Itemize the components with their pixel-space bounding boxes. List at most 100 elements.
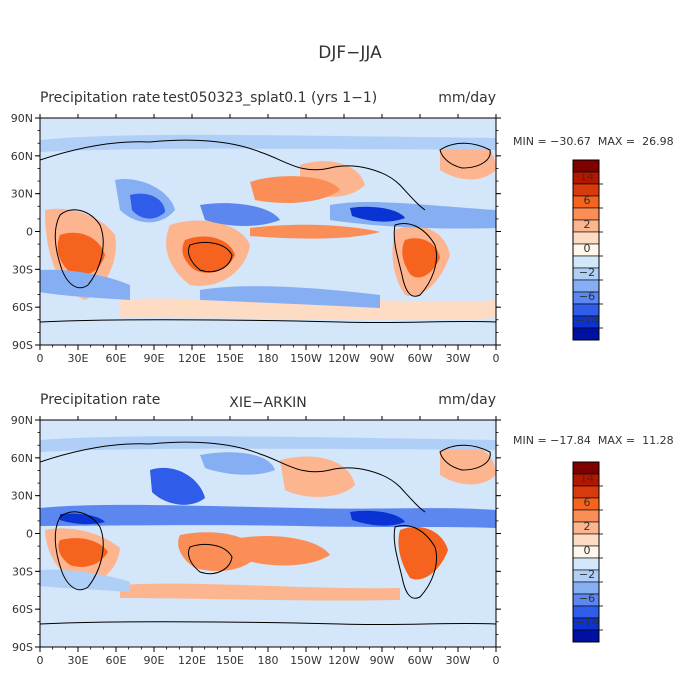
x-tick-label: 90E <box>144 654 165 667</box>
colorbar: 14 6 2 0 −2 −6 −14 <box>572 159 603 341</box>
colorbar-label: 6 <box>584 194 591 207</box>
anomaly-region <box>250 176 340 203</box>
x-tick-label: 0 <box>493 654 500 667</box>
x-tick-label: 180 <box>258 352 279 365</box>
colorbar-swatch <box>572 327 600 341</box>
colorbar-label: −14 <box>575 616 598 629</box>
coastline <box>40 319 496 324</box>
coastline <box>54 209 104 289</box>
colorbar-frame <box>572 159 600 341</box>
x-tick-label: 30W <box>446 352 471 365</box>
y-tick-label: 60N <box>11 150 33 163</box>
x-tick-label: 60E <box>106 654 127 667</box>
anomaly-region <box>402 238 440 278</box>
y-tick-label: 30N <box>11 188 33 201</box>
x-tick-label: 0 <box>37 654 44 667</box>
colorbar-frame <box>572 461 600 643</box>
x-tick-label: 30E <box>68 352 89 365</box>
coastline <box>40 621 496 626</box>
y-tick-label: 30S <box>12 263 33 276</box>
map-field <box>40 118 496 345</box>
anomaly-region <box>120 583 400 601</box>
panel-left-title: Precipitation rate <box>40 392 160 408</box>
coastline <box>54 511 104 591</box>
coastline <box>439 142 491 169</box>
panel-center-title: test050323_splat0.1 (yrs 1−1) <box>163 90 377 106</box>
y-tick-label: 0 <box>26 226 33 239</box>
panel-top: Precipitation rate test050323_splat0.1 (… <box>11 90 674 365</box>
anomaly-region <box>440 444 496 485</box>
x-tick-label: 90W <box>370 352 395 365</box>
x-axis: 0 30E 60E 90E 120E 150E 180 150W 120W 90W 60W 30W 0 <box>37 416 500 667</box>
anomaly-region <box>240 535 330 566</box>
x-tick-label: 0 <box>37 352 44 365</box>
panel-center-title: XIE−ARKIN <box>229 395 306 411</box>
x-tick-label: 60W <box>408 352 433 365</box>
x-tick-label: 120W <box>328 352 360 365</box>
anomaly-region <box>130 193 165 219</box>
x-tick-label: 120E <box>178 654 206 667</box>
page-title: DJF−JJA <box>318 43 382 63</box>
colorbar-label: 14 <box>580 472 594 485</box>
x-tick-label: 60E <box>106 352 127 365</box>
coastlines <box>40 441 496 626</box>
colorbar-label: −6 <box>579 290 595 303</box>
x-tick-label: 120W <box>328 654 360 667</box>
precip-anomaly-field <box>40 436 496 601</box>
y-axis: 90N 60N 30N 0 30S 60S 90S <box>11 112 501 352</box>
x-tick-label: 0 <box>493 352 500 365</box>
coastline <box>40 441 426 513</box>
anomaly-region <box>350 206 405 222</box>
y-tick-label: 90S <box>12 339 33 352</box>
panel-left-title: Precipitation rate <box>40 90 160 106</box>
anomaly-region <box>58 538 108 567</box>
panel-stats: MIN = −30.67 MAX = 26.98 <box>513 135 674 148</box>
coastline <box>439 444 491 471</box>
y-tick-label: 90N <box>11 414 33 427</box>
colorbar-label: 14 <box>580 170 594 183</box>
colorbar-label: −2 <box>579 266 595 279</box>
y-tick-label: 30S <box>12 565 33 578</box>
x-tick-label: 150E <box>216 352 244 365</box>
x-tick-label: 90E <box>144 352 165 365</box>
x-tick-label: 90W <box>370 654 395 667</box>
y-tick-label: 90S <box>12 641 33 654</box>
x-axis: 0 30E 60E 90E 120E 150E 180 150W 120W 90W 60W 30W 0 <box>37 114 500 365</box>
coastline <box>393 223 437 297</box>
anomaly-region <box>150 467 205 505</box>
anomaly-region <box>200 203 280 226</box>
x-tick-label: 150W <box>290 352 322 365</box>
x-tick-label: 30E <box>68 654 89 667</box>
y-tick-label: 30N <box>11 490 33 503</box>
anomaly-region <box>60 513 105 525</box>
colorbar-label: −6 <box>579 592 595 605</box>
colorbar-label: 2 <box>584 520 591 533</box>
x-tick-label: 180 <box>258 654 279 667</box>
y-tick-label: 90N <box>11 112 33 125</box>
colorbar-swatch <box>572 629 600 643</box>
coastline <box>393 525 437 599</box>
anomaly-region <box>40 134 496 152</box>
y-tick-label: 60S <box>12 603 33 616</box>
y-tick-label: 60N <box>11 452 33 465</box>
x-tick-label: 60W <box>408 654 433 667</box>
coastlines <box>40 139 496 324</box>
anomaly-region <box>120 298 496 320</box>
coastline <box>187 544 233 575</box>
x-tick-label: 150W <box>290 654 322 667</box>
coastline <box>40 139 426 211</box>
colorbar-label: 6 <box>584 496 591 509</box>
precip-anomaly-field <box>40 134 496 320</box>
coastline <box>187 242 233 273</box>
panel-bottom: Precipitation rate XIE−ARKIN mm/day MIN … <box>11 392 674 667</box>
anomaly-region <box>200 452 275 475</box>
colorbar-label: 0 <box>584 242 591 255</box>
colorbar-label: −2 <box>579 568 595 581</box>
anomaly-region <box>250 224 380 239</box>
x-tick-label: 30W <box>446 654 471 667</box>
anomaly-region <box>280 456 355 497</box>
y-tick-label: 0 <box>26 528 33 541</box>
panel-units: mm/day <box>438 90 496 106</box>
map-field <box>40 420 496 647</box>
